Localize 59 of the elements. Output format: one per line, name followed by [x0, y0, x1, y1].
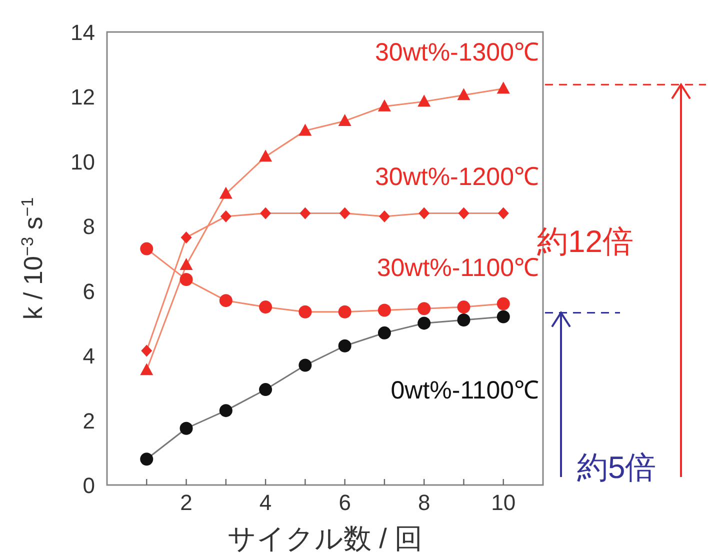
y-tick-label: 6 [82, 278, 95, 304]
series-label: 30wt%-1200℃ [375, 163, 539, 192]
point [180, 422, 193, 435]
y-tick-label: 10 [70, 149, 95, 174]
point [260, 207, 272, 220]
point [338, 305, 352, 318]
point [219, 294, 232, 308]
point [180, 273, 193, 286]
point [300, 207, 311, 220]
x-tick-label: 2 [180, 490, 192, 515]
y-tick-label: 14 [70, 20, 95, 45]
point [496, 297, 510, 310]
x-tick-label: 10 [491, 490, 516, 515]
point [338, 339, 352, 352]
point [378, 326, 391, 340]
point [298, 305, 312, 318]
point [141, 344, 152, 357]
point [140, 242, 154, 256]
point [259, 383, 272, 396]
y-tick-label: 2 [82, 408, 95, 434]
point [259, 300, 272, 314]
point [220, 210, 232, 222]
point [457, 88, 470, 100]
point [298, 124, 312, 136]
point [180, 258, 193, 270]
point [496, 82, 510, 94]
x-tick-label: 6 [338, 490, 351, 515]
y-tick-label: 12 [70, 84, 95, 110]
y-tick-label: 0 [82, 473, 95, 498]
point [418, 207, 430, 220]
point [418, 302, 431, 316]
text: 約5倍 [577, 450, 656, 485]
point [298, 358, 312, 372]
series-label: 0wt%-1100℃ [390, 376, 539, 405]
point [418, 94, 431, 107]
y-tick-label: 4 [82, 344, 95, 369]
x-tick-label: 8 [418, 490, 430, 515]
x-tick-label: 4 [259, 490, 272, 515]
point [458, 207, 470, 220]
series-label: 30wt%-1300℃ [375, 38, 539, 67]
point [140, 452, 154, 466]
point [498, 207, 509, 220]
point [219, 186, 232, 199]
annotation: 約12倍 [537, 224, 634, 259]
point [140, 363, 154, 376]
y-tick-label: 8 [82, 214, 95, 240]
point [457, 313, 470, 326]
point [418, 316, 431, 330]
point [259, 150, 272, 162]
point [496, 310, 510, 324]
point [378, 304, 391, 317]
point [338, 114, 352, 126]
x-axis-title: サイクル数 / 回 [227, 523, 423, 554]
point [457, 300, 470, 314]
point [378, 99, 391, 112]
point [378, 210, 390, 222]
point [180, 231, 192, 244]
point [339, 207, 350, 220]
point [219, 404, 232, 418]
